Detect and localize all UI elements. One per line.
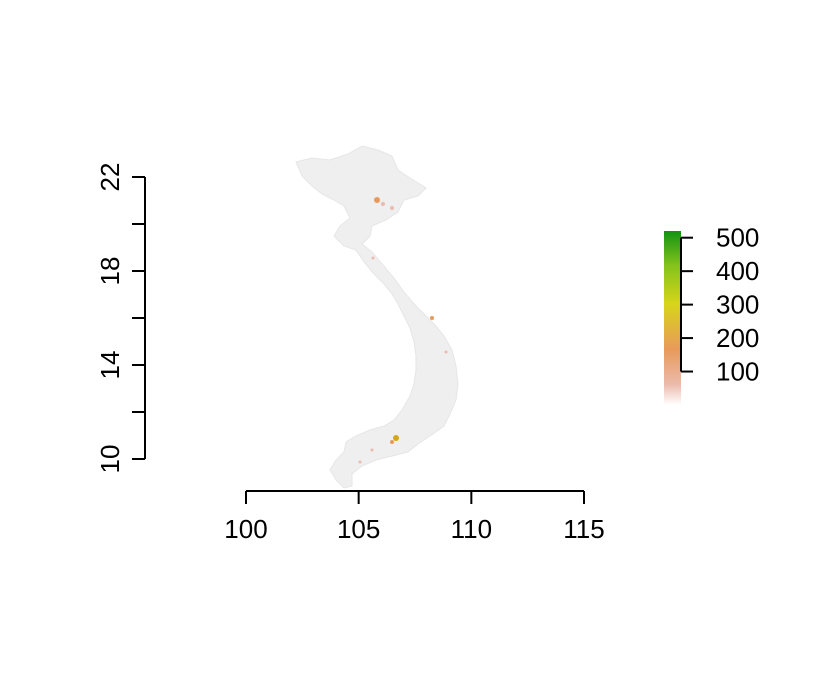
legend-tick-label: 500 bbox=[716, 223, 759, 253]
y-tick-label: 18 bbox=[95, 257, 125, 286]
legend-tick-label: 300 bbox=[716, 290, 759, 320]
x-tick-label: 100 bbox=[224, 514, 267, 544]
legend-color-bar bbox=[664, 231, 681, 405]
legend-tick-label: 400 bbox=[716, 256, 759, 286]
x-tick-label: 110 bbox=[451, 514, 492, 544]
y-tick-label: 14 bbox=[95, 351, 125, 380]
y-tick-label: 10 bbox=[95, 445, 125, 474]
urban-hotspots bbox=[358, 197, 448, 464]
y-tick-label: 22 bbox=[95, 163, 125, 192]
x-tick-label: 105 bbox=[337, 514, 380, 544]
x-tick-label: 115 bbox=[563, 514, 604, 544]
x-axis: 100 105 110 115 bbox=[224, 490, 605, 544]
legend-tick-label: 200 bbox=[716, 323, 759, 353]
y-axis: 10 14 18 22 bbox=[95, 163, 146, 474]
vietnam-land-area bbox=[295, 145, 459, 489]
legend-tick-label: 100 bbox=[716, 357, 759, 387]
